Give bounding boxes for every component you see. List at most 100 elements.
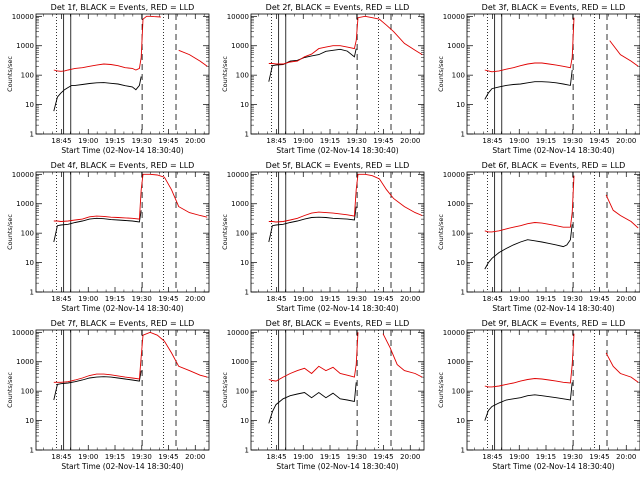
detector-panel-1: Det 1f, BLACK = Events, RED = LLD 1 10 100 1… bbox=[6, 3, 210, 155]
y-tick-label: 100 bbox=[236, 72, 249, 80]
x-tick-label: 19:00 bbox=[293, 295, 313, 303]
x-tick-label: 18:45 bbox=[266, 453, 286, 461]
x-tick-label: 19:30 bbox=[347, 295, 367, 303]
y-tick-label: 100 bbox=[21, 230, 34, 238]
x-tick-label: 19:30 bbox=[563, 295, 583, 303]
x-tick-label: 19:00 bbox=[509, 295, 529, 303]
x-tick-label: 19:45 bbox=[158, 295, 178, 303]
y-tick-label: 1 bbox=[30, 131, 34, 139]
y-tick-label: 10000 bbox=[12, 13, 34, 21]
y-tick-label: 10 bbox=[240, 101, 249, 109]
y-tick-label: 10000 bbox=[443, 171, 465, 179]
y-tick-label: 100 bbox=[236, 230, 249, 238]
y-tick-label: 1000 bbox=[16, 200, 34, 208]
y-tick-label: 1000 bbox=[231, 42, 249, 50]
x-axis-label: Start Time (02-Nov-14 18:30:40) bbox=[276, 146, 398, 155]
y-tick-label: 10 bbox=[456, 259, 465, 267]
x-tick-label: 19:00 bbox=[78, 295, 98, 303]
plot-frame bbox=[466, 13, 640, 135]
plot-frame bbox=[35, 171, 210, 293]
x-tick-label: 19:15 bbox=[105, 453, 125, 461]
x-tick-label: 19:30 bbox=[563, 137, 583, 145]
panel-title: Det 2f, BLACK = Events, RED = LLD bbox=[266, 3, 410, 12]
y-tick-label: 10 bbox=[25, 101, 34, 109]
y-tick-label: 10000 bbox=[12, 329, 34, 337]
x-tick-label: 19:00 bbox=[509, 453, 529, 461]
x-tick-label: 18:45 bbox=[482, 295, 502, 303]
x-tick-label: 19:45 bbox=[589, 453, 609, 461]
y-tick-label: 100 bbox=[452, 72, 465, 80]
series-line-lld bbox=[484, 333, 575, 388]
y-tick-label: 1 bbox=[30, 289, 34, 297]
series-line-events bbox=[268, 206, 357, 243]
y-tick-label: 1 bbox=[245, 447, 249, 455]
x-tick-label: 19:30 bbox=[347, 137, 367, 145]
series-line-events bbox=[484, 382, 573, 421]
detector-panel-6: Det 6f, BLACK = Events, RED = LLD 1 10 100 1… bbox=[437, 161, 640, 313]
series-line-events bbox=[53, 370, 142, 401]
x-tick-label: 19:15 bbox=[105, 137, 125, 145]
y-tick-label: 10000 bbox=[227, 329, 249, 337]
panel-title: Det 4f, BLACK = Events, RED = LLD bbox=[51, 161, 195, 170]
x-tick-label: 19:45 bbox=[158, 137, 178, 145]
x-tick-label: 19:30 bbox=[563, 453, 583, 461]
series-line-lld bbox=[178, 49, 208, 67]
x-tick-label: 19:15 bbox=[320, 137, 340, 145]
x-tick-label: 19:45 bbox=[373, 137, 393, 145]
x-axis-label: Start Time (02-Nov-14 18:30:40) bbox=[492, 146, 614, 155]
x-tick-label: 20:00 bbox=[185, 137, 205, 145]
series-line-lld bbox=[268, 15, 423, 65]
x-tick-label: 18:45 bbox=[266, 295, 286, 303]
y-tick-label: 1 bbox=[461, 289, 465, 297]
y-tick-label: 1 bbox=[245, 289, 249, 297]
panel-title: Det 1f, BLACK = Events, RED = LLD bbox=[51, 3, 195, 12]
y-tick-label: 1 bbox=[245, 131, 249, 139]
x-tick-label: 18:45 bbox=[51, 295, 71, 303]
x-tick-label: 19:30 bbox=[132, 453, 152, 461]
y-tick-label: 10000 bbox=[443, 329, 465, 337]
y-tick-label: 1000 bbox=[16, 42, 34, 50]
series-line-events bbox=[268, 48, 357, 82]
y-axis-label: Counts/sec bbox=[6, 372, 14, 408]
y-tick-label: 10 bbox=[456, 417, 465, 425]
x-tick-label: 19:15 bbox=[536, 453, 556, 461]
detector-panel-5: Det 5f, BLACK = Events, RED = LLD 1 10 100 1… bbox=[221, 161, 425, 313]
series-line-events bbox=[484, 224, 573, 270]
y-tick-label: 10000 bbox=[227, 171, 249, 179]
y-tick-label: 100 bbox=[452, 388, 465, 396]
plot-frame bbox=[466, 171, 640, 293]
x-tick-label: 18:45 bbox=[482, 453, 502, 461]
series-line-lld bbox=[53, 15, 161, 72]
x-tick-label: 20:00 bbox=[616, 137, 636, 145]
detector-panel-7: Det 7f, BLACK = Events, RED = LLD 1 10 100 1… bbox=[6, 319, 210, 471]
y-tick-label: 100 bbox=[21, 388, 34, 396]
x-tick-label: 19:15 bbox=[320, 453, 340, 461]
series-line-events bbox=[53, 210, 142, 243]
series-line-lld bbox=[53, 173, 208, 222]
series-line-lld bbox=[268, 332, 359, 382]
y-axis-label: Counts/sec bbox=[6, 214, 14, 250]
y-tick-label: 1 bbox=[461, 131, 465, 139]
x-axis-label: Start Time (02-Nov-14 18:30:40) bbox=[61, 462, 183, 471]
x-axis-label: Start Time (02-Nov-14 18:30:40) bbox=[61, 304, 183, 313]
y-tick-label: 1000 bbox=[231, 200, 249, 208]
x-tick-label: 19:00 bbox=[78, 137, 98, 145]
y-tick-label: 10 bbox=[240, 259, 249, 267]
plot-frame bbox=[35, 13, 210, 135]
series-line-lld bbox=[53, 331, 208, 383]
panel-title: Det 7f, BLACK = Events, RED = LLD bbox=[51, 319, 195, 328]
y-tick-label: 1000 bbox=[231, 358, 249, 366]
x-tick-label: 19:45 bbox=[589, 137, 609, 145]
x-tick-label: 19:30 bbox=[132, 137, 152, 145]
x-axis-label: Start Time (02-Nov-14 18:30:40) bbox=[492, 462, 614, 471]
y-tick-label: 1 bbox=[30, 447, 34, 455]
x-tick-label: 18:45 bbox=[482, 137, 502, 145]
plot-frame bbox=[250, 329, 425, 451]
series-line-events bbox=[53, 76, 142, 112]
series-line-lld bbox=[268, 173, 423, 223]
x-tick-label: 20:00 bbox=[185, 453, 205, 461]
y-tick-label: 10 bbox=[240, 417, 249, 425]
y-tick-label: 10000 bbox=[227, 13, 249, 21]
y-tick-label: 100 bbox=[236, 388, 249, 396]
